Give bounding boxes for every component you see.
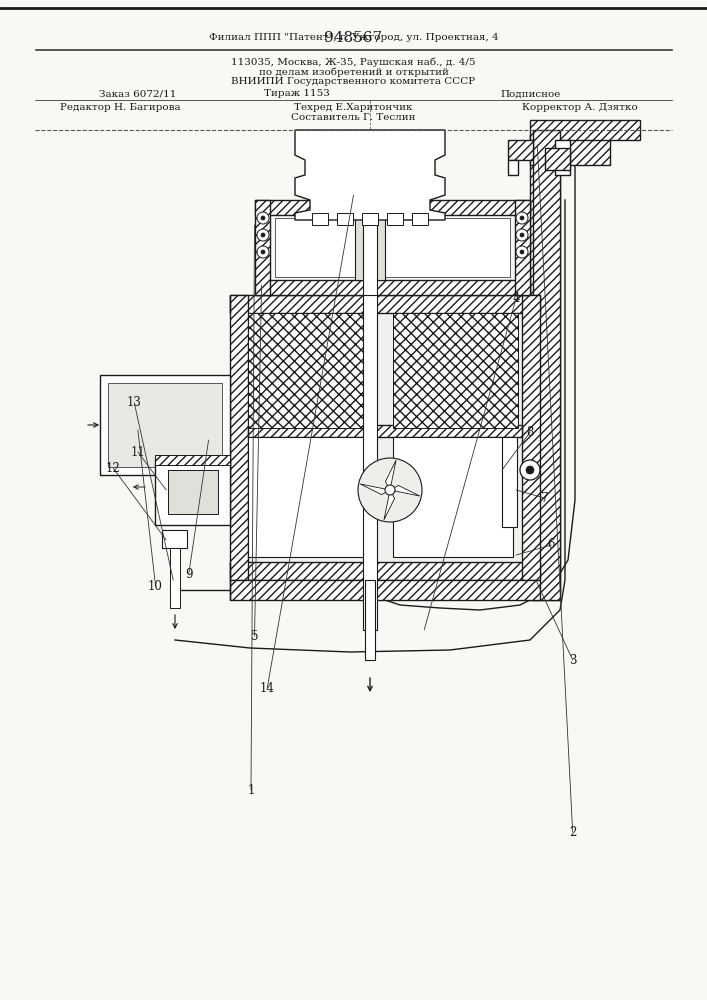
Bar xyxy=(230,295,540,313)
Bar xyxy=(555,140,570,175)
Text: 7: 7 xyxy=(541,491,548,504)
Circle shape xyxy=(520,216,524,220)
Bar xyxy=(230,295,248,580)
Circle shape xyxy=(520,233,524,237)
Text: Заказ 6072/11: Заказ 6072/11 xyxy=(99,90,176,99)
Text: Корректор А. Дзятко: Корректор А. Дзятко xyxy=(522,104,638,112)
Bar xyxy=(533,130,560,600)
Circle shape xyxy=(257,212,269,224)
Bar xyxy=(363,295,377,630)
Text: Техред Е.Харитончик: Техред Е.Харитончик xyxy=(294,104,413,112)
Bar xyxy=(155,460,230,525)
Circle shape xyxy=(385,485,395,495)
Bar xyxy=(108,383,222,467)
Bar xyxy=(355,215,385,280)
Bar xyxy=(508,140,533,160)
Bar xyxy=(170,548,180,608)
Text: 2: 2 xyxy=(569,826,576,838)
Bar xyxy=(230,562,540,580)
Bar xyxy=(155,455,230,465)
Bar xyxy=(363,140,377,315)
Bar xyxy=(387,213,403,225)
Polygon shape xyxy=(384,490,395,520)
Bar xyxy=(362,213,378,225)
Bar xyxy=(255,200,530,215)
Circle shape xyxy=(358,458,422,522)
Bar xyxy=(275,218,355,277)
Bar xyxy=(162,530,187,548)
Bar xyxy=(255,200,270,295)
Text: Тираж 1153: Тираж 1153 xyxy=(264,90,330,99)
Bar xyxy=(508,160,518,175)
Bar xyxy=(312,213,328,225)
Circle shape xyxy=(516,212,528,224)
Text: 10: 10 xyxy=(148,580,163,592)
Text: 948567: 948567 xyxy=(324,31,382,45)
Bar xyxy=(255,280,530,295)
Bar xyxy=(248,313,522,562)
Text: Редактор Н. Багирова: Редактор Н. Багирова xyxy=(60,104,180,112)
Text: 5: 5 xyxy=(251,630,258,643)
Polygon shape xyxy=(360,484,390,495)
Bar xyxy=(412,213,428,225)
Polygon shape xyxy=(385,460,396,490)
Bar xyxy=(522,295,540,580)
Circle shape xyxy=(261,250,265,254)
Bar xyxy=(365,140,375,190)
Bar xyxy=(502,437,517,527)
Bar xyxy=(248,437,368,557)
Text: 113035, Москва, Ж-35, Раушская наб., д. 4/5: 113035, Москва, Ж-35, Раушская наб., д. … xyxy=(231,57,476,67)
Circle shape xyxy=(516,246,528,258)
Text: 9: 9 xyxy=(185,568,192,580)
Bar xyxy=(530,135,610,165)
Circle shape xyxy=(257,229,269,241)
Text: Подписное: Подписное xyxy=(500,90,561,99)
Circle shape xyxy=(520,250,524,254)
Polygon shape xyxy=(390,485,420,496)
Bar xyxy=(530,135,560,600)
Text: 13: 13 xyxy=(127,396,142,410)
Polygon shape xyxy=(295,130,445,220)
Text: 11: 11 xyxy=(131,446,145,458)
Circle shape xyxy=(516,229,528,241)
Circle shape xyxy=(261,216,265,220)
Bar xyxy=(385,218,510,277)
Text: 12: 12 xyxy=(106,462,120,475)
Text: 14: 14 xyxy=(259,682,275,694)
Bar xyxy=(545,148,570,170)
Bar xyxy=(515,200,530,295)
Circle shape xyxy=(257,246,269,258)
Text: 3: 3 xyxy=(569,654,576,666)
Bar xyxy=(248,313,373,428)
Bar xyxy=(248,425,522,437)
Circle shape xyxy=(526,466,534,474)
Text: 1: 1 xyxy=(247,784,255,796)
Bar xyxy=(393,437,513,557)
Text: Филиал ППП "Патент", г. Ужгород, ул. Проектная, 4: Филиал ППП "Патент", г. Ужгород, ул. Про… xyxy=(209,33,498,42)
Circle shape xyxy=(520,460,540,480)
Text: Составитель Г. Теслин: Составитель Г. Теслин xyxy=(291,113,416,122)
Bar xyxy=(393,313,518,428)
Bar xyxy=(100,375,230,475)
Circle shape xyxy=(261,233,265,237)
Text: 6: 6 xyxy=(548,538,555,552)
Text: ВНИИПИ Государственного комитета СССР: ВНИИПИ Государственного комитета СССР xyxy=(231,78,476,87)
Bar xyxy=(168,470,218,514)
Bar xyxy=(230,580,540,600)
Text: 4: 4 xyxy=(513,292,520,304)
Text: 8: 8 xyxy=(527,426,534,438)
Bar xyxy=(365,580,375,660)
Bar xyxy=(337,213,353,225)
Text: по делам изобретений и открытий: по делам изобретений и открытий xyxy=(259,67,448,77)
Bar xyxy=(530,120,640,140)
